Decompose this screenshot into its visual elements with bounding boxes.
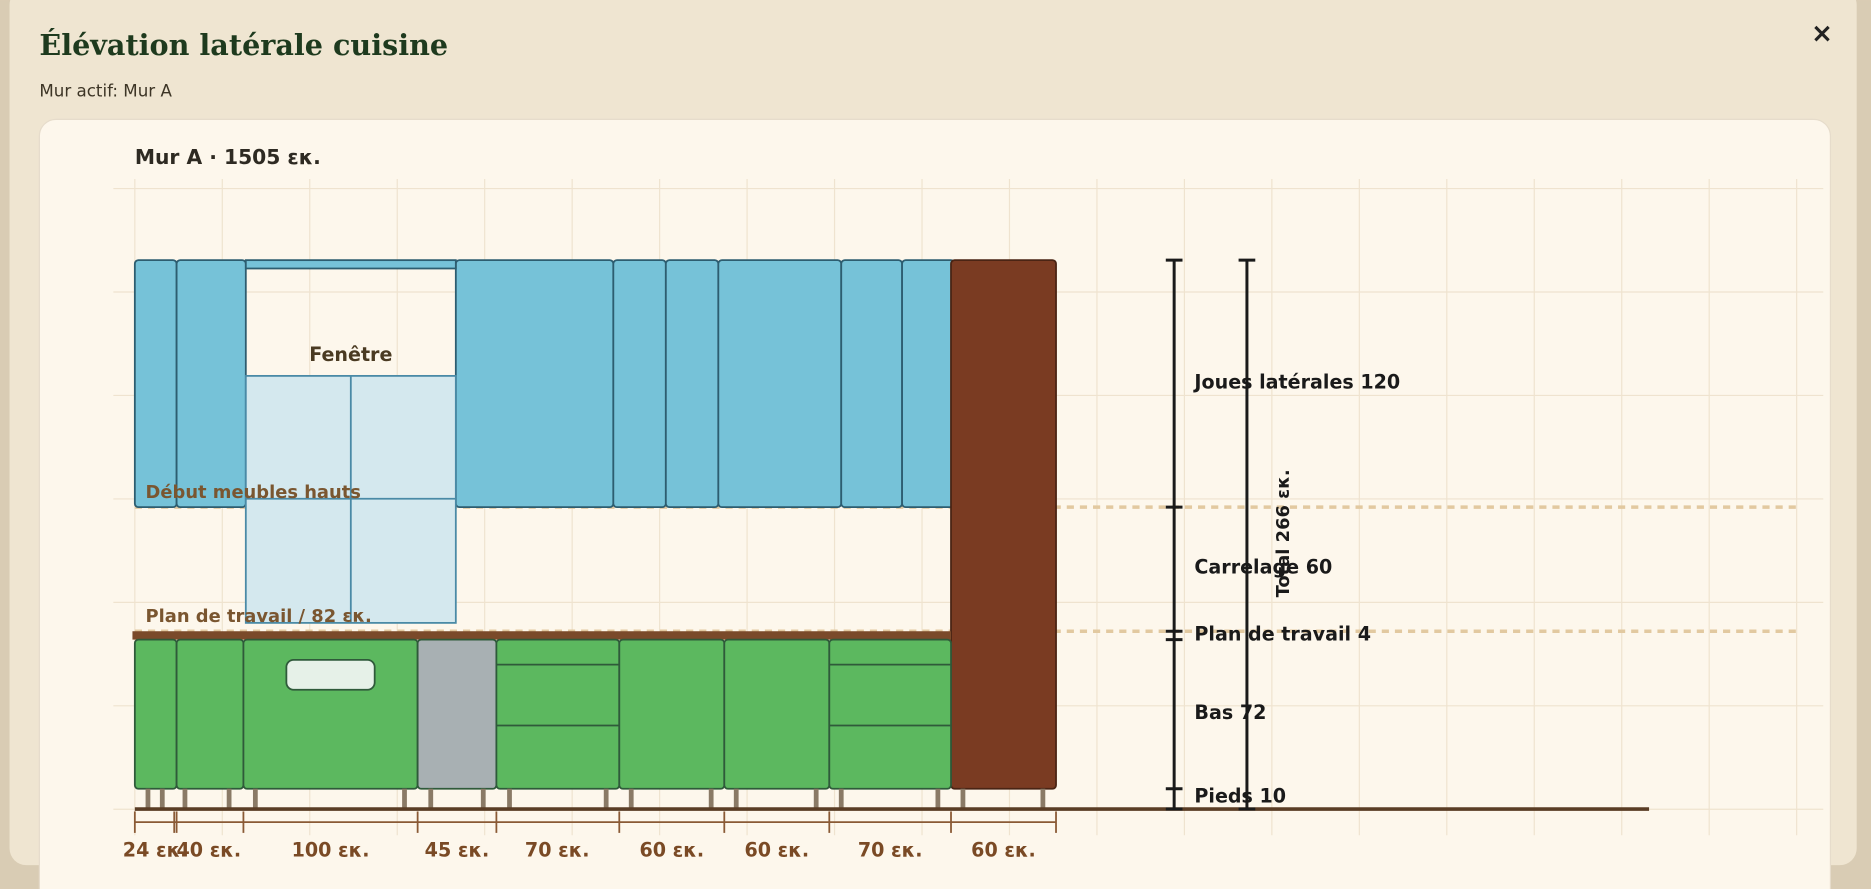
modal-title: Élévation latérale cuisine bbox=[39, 28, 448, 62]
width-label: 40 εκ. bbox=[177, 838, 242, 861]
total-label: Total 266 εκ. bbox=[1273, 469, 1294, 597]
leg bbox=[402, 788, 407, 810]
wall-label: Mur A · 1505 εκ. bbox=[135, 145, 321, 169]
leg bbox=[182, 788, 188, 810]
sink bbox=[285, 658, 376, 691]
base-cabinet bbox=[723, 638, 831, 790]
upper-cabinet bbox=[454, 259, 615, 509]
dimension-label: Pieds 10 bbox=[1194, 785, 1286, 808]
leg bbox=[480, 788, 486, 810]
dimension-label: Carrelage 60 bbox=[1194, 556, 1332, 579]
base-cabinet bbox=[416, 638, 498, 790]
dimension-label: Joues latérales 120 bbox=[1192, 371, 1400, 394]
leg bbox=[159, 788, 165, 810]
base-cabinet bbox=[175, 638, 245, 790]
worktop bbox=[132, 631, 952, 640]
width-label: 60 εκ. bbox=[744, 838, 809, 861]
dimension-label: Bas 72 bbox=[1194, 701, 1266, 724]
width-label: 60 εκ. bbox=[639, 838, 704, 861]
window-label: Fenêtre bbox=[309, 343, 392, 366]
leg bbox=[708, 788, 714, 810]
leg bbox=[733, 788, 739, 810]
width-label: 45 εκ. bbox=[425, 838, 490, 861]
leg bbox=[145, 788, 151, 810]
width-label: 24 εκ. bbox=[123, 838, 188, 861]
width-label: 100 εκ. bbox=[292, 838, 370, 861]
guide-label: Plan de travail / 82 εκ. bbox=[146, 606, 372, 627]
leg bbox=[960, 788, 966, 810]
base-cabinet bbox=[618, 638, 726, 790]
guide-label: Début meubles hauts bbox=[146, 482, 361, 503]
leg bbox=[603, 788, 609, 810]
width-label: 70 εκ. bbox=[525, 838, 590, 861]
base-cabinet bbox=[828, 638, 952, 790]
base-cabinet bbox=[133, 638, 178, 790]
upper-cabinet bbox=[717, 259, 843, 509]
tall-column bbox=[950, 259, 1057, 790]
modal-subtitle: Mur actif: Mur A bbox=[39, 80, 172, 100]
upper-cabinet bbox=[133, 259, 178, 509]
leg bbox=[628, 788, 634, 810]
leg bbox=[1040, 788, 1046, 810]
width-label: 60 εκ. bbox=[971, 838, 1036, 861]
upper-cabinet bbox=[901, 259, 956, 509]
leg bbox=[252, 788, 258, 810]
dimension-label: Plan de travail 4 bbox=[1194, 622, 1371, 645]
leg bbox=[838, 788, 844, 810]
window-top-strip bbox=[244, 259, 457, 270]
close-button[interactable]: × bbox=[1811, 19, 1833, 49]
leg bbox=[935, 788, 941, 810]
width-label: 70 εκ. bbox=[858, 838, 923, 861]
upper-cabinet bbox=[664, 259, 720, 509]
leg bbox=[226, 788, 232, 810]
leg bbox=[813, 788, 819, 810]
elevation: Fenêtre Début meubles hauts Plan de travai… bbox=[123, 258, 1800, 861]
upper-cabinet bbox=[175, 259, 247, 509]
upper-cabinet bbox=[612, 259, 667, 509]
upper-cabinet bbox=[840, 259, 903, 509]
leg bbox=[507, 788, 512, 810]
base-cabinet bbox=[495, 638, 621, 790]
leg bbox=[428, 788, 434, 810]
